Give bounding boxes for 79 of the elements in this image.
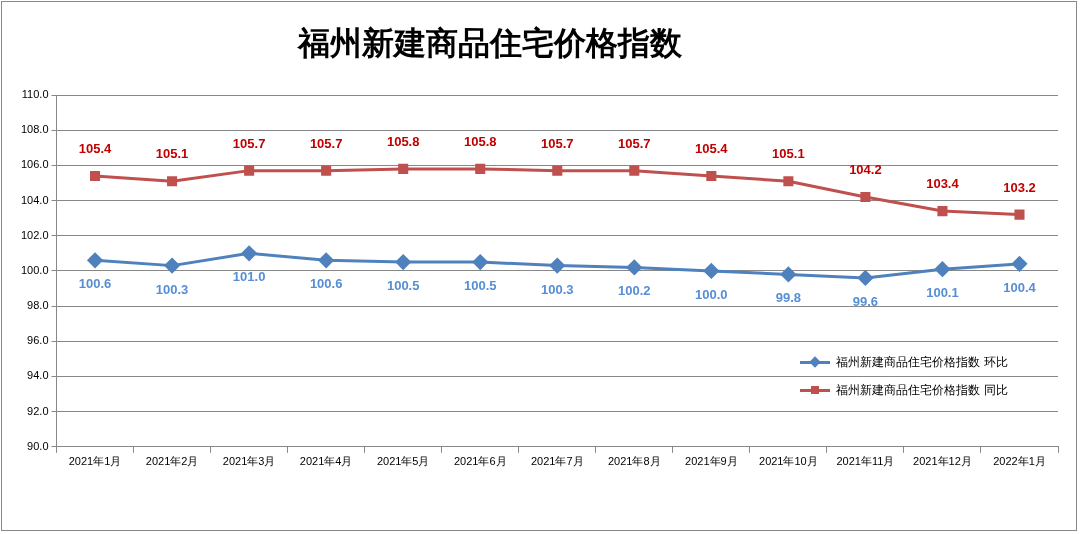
point <box>321 165 332 176</box>
point <box>780 266 796 282</box>
point <box>395 254 411 270</box>
data-label: 100.3 <box>540 281 574 297</box>
point <box>552 165 563 176</box>
point <box>1014 209 1025 220</box>
data-label: 105.1 <box>155 146 189 162</box>
legend-label: 福州新建商品住宅价格指数 环比 <box>836 353 1008 371</box>
x-tick-label: 2021年3月 <box>222 455 276 468</box>
point <box>398 163 409 174</box>
y-tick-label: 110.0 <box>21 88 49 101</box>
point <box>87 252 103 268</box>
x-tick-label: 2021年2月 <box>145 455 199 468</box>
point <box>860 191 871 203</box>
point <box>857 270 873 286</box>
data-label: 105.4 <box>695 140 729 156</box>
x-tick-label: 2021年7月 <box>530 455 584 468</box>
x-tick-label: 2021年4月 <box>299 455 353 468</box>
point <box>626 259 642 275</box>
x-tick-label: 2021年1月 <box>68 455 122 468</box>
point <box>241 245 257 261</box>
point <box>472 254 488 270</box>
data-label: 99.8 <box>775 290 802 306</box>
data-label: 100.0 <box>695 286 728 302</box>
data-label: 103.4 <box>926 176 960 192</box>
x-tick-label: 2021年12月 <box>913 455 972 468</box>
x-tick-label: 2021年8月 <box>608 455 661 468</box>
y-tick-label: 100.0 <box>21 263 49 276</box>
point <box>475 163 486 174</box>
data-label: 100.3 <box>155 281 189 297</box>
x-tick-label: 2021年6月 <box>453 455 507 468</box>
y-tick-label: 92.0 <box>27 404 49 417</box>
x-tick-label: 2021年11月 <box>836 455 895 468</box>
data-label: 105.1 <box>772 146 805 162</box>
x-tick-label: 2021年5月 <box>376 455 430 468</box>
point <box>244 165 255 176</box>
point <box>1011 256 1027 272</box>
point <box>629 165 640 176</box>
y-tick-label: 96.0 <box>27 334 49 347</box>
data-label: 100.5 <box>463 278 497 294</box>
y-tick-label: 98.0 <box>27 299 49 312</box>
data-label: 100.6 <box>309 276 343 292</box>
x-tick-label: 2022年1月 <box>993 455 1046 468</box>
point <box>783 176 794 187</box>
data-label: 105.7 <box>618 135 651 151</box>
point <box>706 170 717 181</box>
data-label: 105.7 <box>232 135 266 151</box>
y-tick-label: 90.0 <box>27 439 49 452</box>
point <box>318 252 334 268</box>
x-tick-label: 2021年9月 <box>685 455 738 468</box>
data-label: 100.6 <box>78 276 112 292</box>
data-label: 101.0 <box>232 269 266 285</box>
y-tick-label: 102.0 <box>21 228 49 241</box>
chart-title: 福州新建商品住宅价格指数 <box>296 23 683 64</box>
data-label: 104.2 <box>849 162 882 178</box>
x-tick-label: 2021年10月 <box>759 455 818 468</box>
data-label: 103.2 <box>1003 179 1036 195</box>
data-label: 99.6 <box>852 294 879 310</box>
y-tick-label: 106.0 <box>21 158 49 171</box>
y-tick-label: 94.0 <box>27 369 49 382</box>
point <box>703 263 719 279</box>
point <box>164 258 180 274</box>
y-tick-label: 104.0 <box>21 193 49 206</box>
data-label: 105.8 <box>463 133 497 149</box>
data-label: 105.7 <box>540 135 574 151</box>
point <box>934 261 950 277</box>
point <box>90 170 101 181</box>
point <box>167 176 178 187</box>
legend-label: 福州新建商品住宅价格指数 同比 <box>836 381 1008 399</box>
data-label: 105.4 <box>78 140 113 156</box>
data-label: 100.5 <box>386 278 420 294</box>
data-label: 100.4 <box>1003 279 1037 295</box>
point <box>549 258 565 274</box>
point <box>937 206 948 217</box>
data-label: 100.1 <box>926 285 959 301</box>
y-tick-label: 108.0 <box>21 123 49 136</box>
data-label: 100.2 <box>618 283 651 299</box>
data-label: 105.8 <box>386 133 420 149</box>
data-label: 105.7 <box>309 135 343 151</box>
